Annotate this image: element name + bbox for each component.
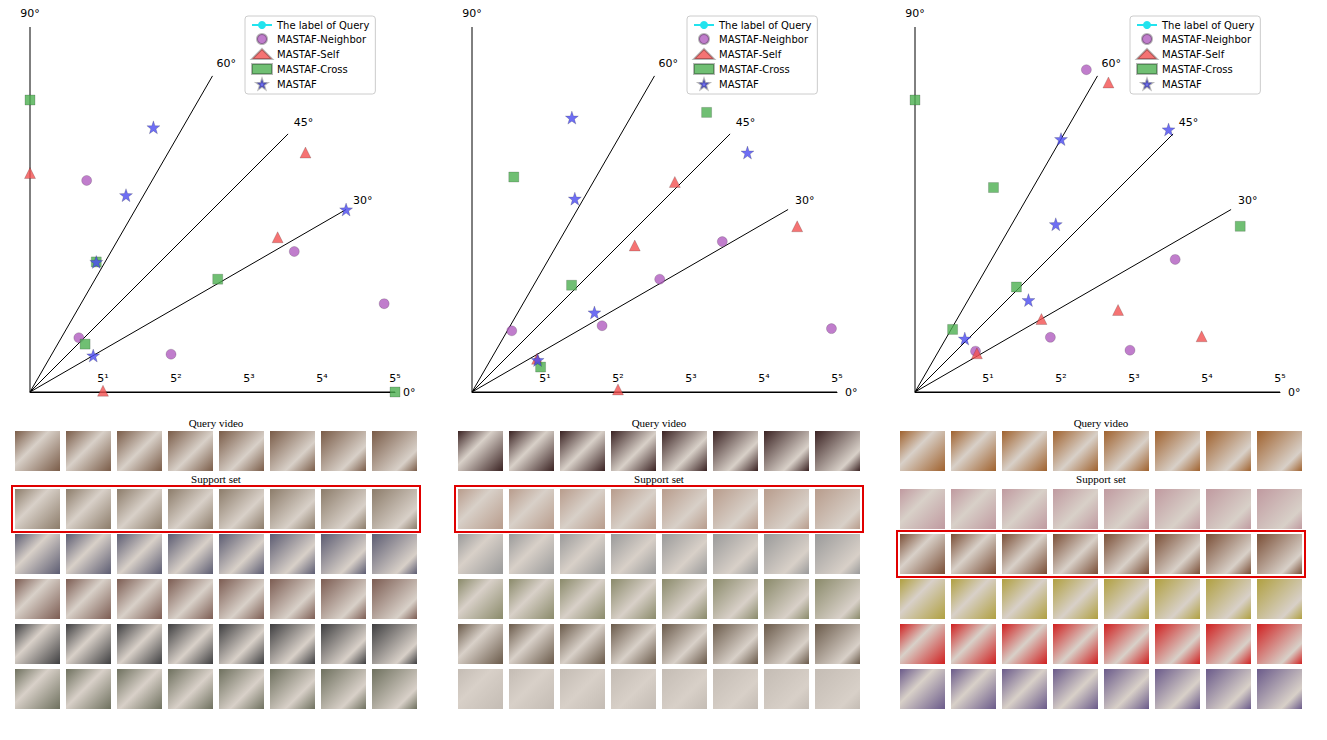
svg-text:60°: 60° [217,57,237,70]
svg-text:45°: 45° [1179,116,1199,129]
svg-text:MASTAF-Self: MASTAF-Self [1162,49,1225,60]
svg-text:45°: 45° [736,116,756,129]
svg-text:The label of Query: The label of Query [276,20,369,31]
svg-text:5²: 5² [612,372,623,385]
svg-text:0°: 0° [845,386,858,399]
svg-text:90°: 90° [905,7,925,20]
svg-text:The label of Query: The label of Query [1161,20,1254,31]
svg-text:30°: 30° [353,194,373,207]
svg-text:MASTAF: MASTAF [719,79,759,90]
svg-text:MASTAF-Cross: MASTAF-Cross [719,64,790,75]
svg-text:5³: 5³ [243,372,254,385]
svg-text:MASTAF-Neighbor: MASTAF-Neighbor [1162,34,1252,45]
html-text:Support set: Support set [191,473,241,485]
svg-text:MASTAF-Neighbor: MASTAF-Neighbor [719,34,809,45]
svg-text:5²: 5² [170,372,181,385]
svg-text:5⁴: 5⁴ [758,372,770,385]
html-text:Query video: Query video [1073,417,1129,429]
svg-text:MASTAF-Neighbor: MASTAF-Neighbor [277,34,367,45]
svg-text:MASTAF-Self: MASTAF-Self [277,49,340,60]
html-text:Support set: Support set [634,473,684,485]
svg-text:5¹: 5¹ [539,372,550,385]
svg-text:5³: 5³ [1128,372,1139,385]
svg-text:0°: 0° [1288,386,1301,399]
svg-text:45°: 45° [294,116,314,129]
svg-text:MASTAF: MASTAF [1162,79,1202,90]
svg-text:0°: 0° [403,386,416,399]
svg-text:5⁵: 5⁵ [389,372,400,385]
svg-text:MASTAF: MASTAF [277,79,317,90]
svg-text:5²: 5² [1055,372,1066,385]
svg-text:5¹: 5¹ [982,372,993,385]
svg-text:5⁵: 5⁵ [1274,372,1285,385]
svg-text:5⁴: 5⁴ [316,372,328,385]
html-text:Query video: Query video [188,417,244,429]
html-text:Query video: Query video [631,417,687,429]
svg-text:60°: 60° [1102,57,1122,70]
svg-text:5³: 5³ [685,372,696,385]
svg-text:5¹: 5¹ [97,372,108,385]
svg-text:30°: 30° [1238,194,1258,207]
svg-text:The label of Query: The label of Query [718,20,811,31]
svg-text:90°: 90° [20,7,40,20]
html-text:Support set: Support set [1076,473,1126,485]
svg-text:5⁵: 5⁵ [831,372,842,385]
svg-text:60°: 60° [659,57,679,70]
svg-text:MASTAF-Self: MASTAF-Self [719,49,782,60]
svg-text:90°: 90° [462,7,482,20]
svg-text:MASTAF-Cross: MASTAF-Cross [1162,64,1233,75]
svg-text:30°: 30° [795,194,815,207]
svg-text:5⁴: 5⁴ [1201,372,1213,385]
svg-text:MASTAF-Cross: MASTAF-Cross [277,64,348,75]
